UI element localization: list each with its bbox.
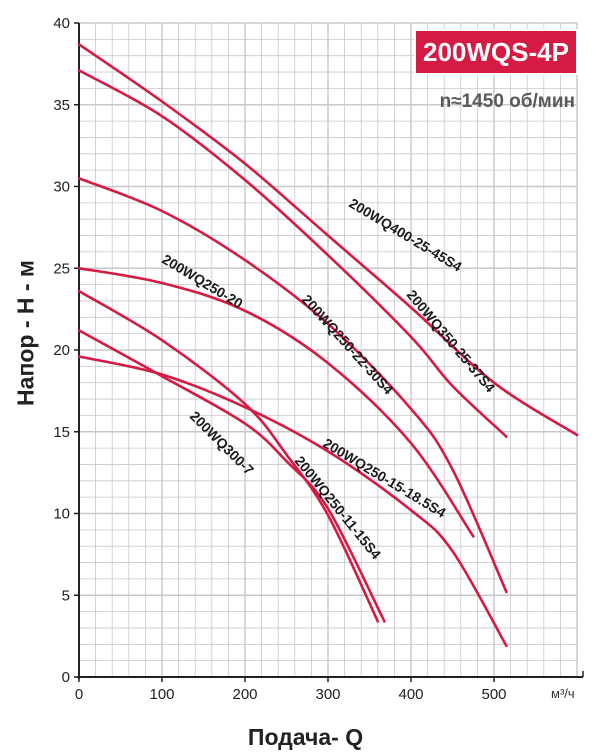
axes: [74, 22, 584, 682]
y-axis-label: Напор - H - м: [12, 260, 39, 406]
x-axis-unit: м³/ч: [551, 686, 575, 701]
curve-200wq250-22-30s4: [77, 177, 508, 594]
y-tick-label: 40: [53, 15, 70, 32]
x-tick-label: 200: [232, 686, 257, 703]
y-tick-label: 0: [62, 669, 70, 686]
y-tick-label: 35: [53, 97, 70, 114]
curve-200wq250-15-18-5s4: [77, 355, 508, 648]
curves: [77, 43, 579, 648]
y-tick-label: 15: [53, 424, 70, 441]
curve-label: 200WQ350-25-37S4: [404, 287, 499, 396]
y-tick-label: 10: [53, 506, 70, 523]
curve-200wq350-25-37s4: [77, 69, 508, 438]
y-tick-label: 20: [53, 342, 70, 359]
curve-200wq400-25-45s4: [77, 43, 579, 437]
tick-labels: 0 100 200 300 400 500 0 5 10 15 20 25 30 35 40: [53, 15, 506, 703]
grid: [78, 22, 578, 678]
curve-200wq300-7: [77, 289, 380, 623]
curve-label: 200WQ300-7: [187, 408, 257, 478]
x-axis-label: Подача- Q: [247, 724, 364, 750]
y-tick-label: 30: [53, 179, 70, 196]
x-tick-label: 300: [315, 686, 340, 703]
curve-200wq250-11-15s4: [77, 329, 386, 623]
y-tick-label: 5: [62, 587, 70, 604]
x-tick-label: 0: [75, 686, 83, 703]
x-tick-label: 400: [398, 686, 423, 703]
x-tick-label: 100: [149, 686, 174, 703]
curve-labels: 200WQ400-25-45S4 200WQ350-25-37S4 200WQ250…: [159, 195, 498, 562]
curve-200wq250-20: [77, 267, 475, 538]
y-tick-label: 25: [53, 260, 70, 277]
curve-label: 200WQ400-25-45S4: [346, 195, 464, 275]
x-tick-label: 500: [481, 686, 506, 703]
model-badge: 200WQS-4P: [414, 29, 578, 75]
speed-label: n≈1450 об/мин: [439, 91, 575, 112]
curve-label: 200WQ250-20: [159, 251, 245, 312]
